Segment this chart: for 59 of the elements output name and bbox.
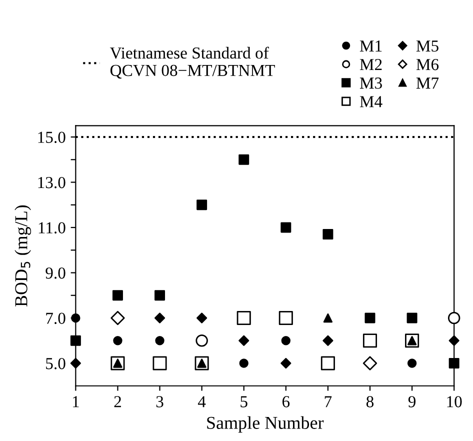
y-tick-label: 15.0 [38,132,66,144]
point [155,336,164,346]
point [448,358,460,368]
point [196,334,208,347]
point [280,358,292,369]
point [236,310,251,326]
x-tick-label: 3 [156,396,164,408]
x-tick-label: 10 [447,396,462,408]
legend-label: M7 [416,78,439,89]
point [112,290,123,301]
point [320,356,335,370]
y-tick-label: 11.0 [38,222,66,234]
legend-label: M1 [360,40,382,52]
y-tick-label: 7.0 [46,312,66,324]
x-tick-label: 8 [366,396,374,408]
point [406,312,418,324]
x-tick-label: 5 [240,396,248,408]
legend-label: M2 [360,59,382,70]
y-tick-label: 5.0 [46,358,66,370]
legend-label: Vietnamese Standard of QCVN 08−MT/BTNMT [110,46,275,79]
x-tick-label: 4 [198,396,206,408]
point [113,336,122,346]
point [239,358,248,368]
point [322,335,334,346]
point [154,312,166,324]
point [364,312,376,324]
point [71,313,80,323]
point [70,358,81,369]
point [278,310,293,326]
point [152,356,167,370]
point [281,336,290,346]
point [196,312,208,324]
x-tick-label: 1 [72,396,79,408]
legend-label: M5 [416,40,438,52]
legend-label: M4 [360,96,382,108]
y-tick-label: 13.0 [38,176,66,188]
point [448,335,460,346]
x-tick-label: 6 [282,396,290,408]
point [362,356,378,370]
x-tick-label: 2 [114,396,121,408]
y-tick-label: 9.0 [46,267,66,279]
legend-label: M6 [416,59,439,70]
point [448,312,460,324]
point [322,229,334,240]
x-tick-label: 9 [408,396,416,408]
x-axis-title: Sample Number [207,416,324,433]
point [196,200,208,210]
y-axis-title: BOD$_{5}$ (mg/L) [14,205,32,307]
legend-label: M3 [360,78,382,89]
point [238,154,250,165]
point [323,313,333,323]
point [407,358,417,368]
point [362,334,378,348]
x-tick-label: 7 [324,396,332,408]
point [70,335,81,346]
point [280,222,292,233]
point [110,310,125,326]
point [154,290,166,301]
point [238,335,250,346]
